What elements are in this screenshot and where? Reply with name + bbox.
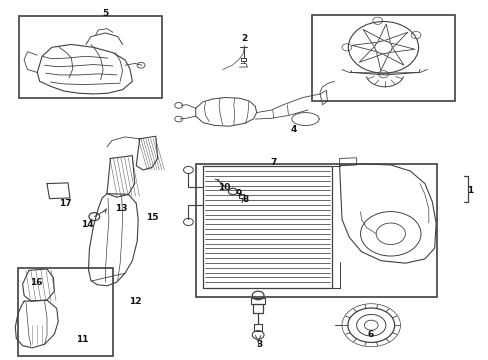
Bar — [195, 164, 436, 297]
Text: 15: 15 — [145, 213, 158, 222]
Text: 11: 11 — [76, 335, 89, 344]
Text: 8: 8 — [242, 194, 248, 203]
Text: 17: 17 — [59, 199, 72, 208]
Text: 7: 7 — [270, 158, 276, 167]
Text: 12: 12 — [129, 297, 141, 306]
Bar — [311, 15, 454, 101]
Text: 1: 1 — [466, 186, 472, 195]
Text: 6: 6 — [366, 330, 373, 339]
Text: 2: 2 — [241, 34, 247, 43]
Text: 9: 9 — [236, 189, 242, 198]
Text: 14: 14 — [81, 220, 94, 229]
Text: 5: 5 — [102, 9, 108, 18]
Text: 10: 10 — [218, 183, 230, 192]
Text: 3: 3 — [256, 341, 262, 350]
Bar — [18, 268, 113, 356]
Bar — [19, 16, 161, 98]
Text: 16: 16 — [29, 278, 42, 287]
Text: 4: 4 — [289, 125, 296, 134]
Text: 13: 13 — [115, 204, 127, 213]
